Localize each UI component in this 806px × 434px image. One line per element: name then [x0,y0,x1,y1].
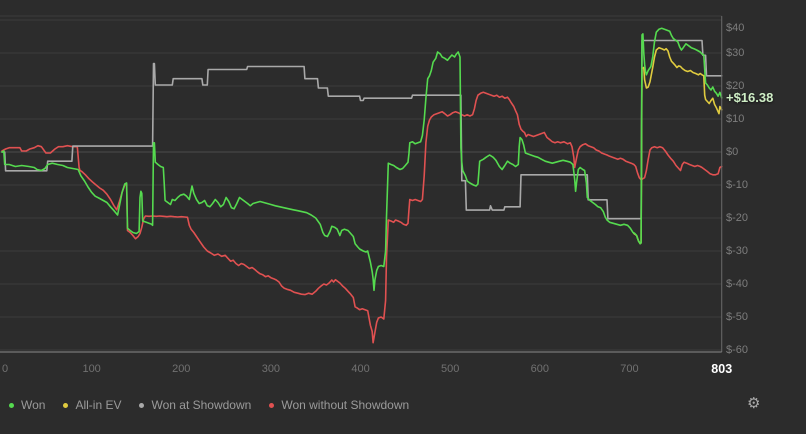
legend-label: Won without Showdown [281,398,410,412]
legend-item-won-without-showdown[interactable]: Won without Showdown [269,398,409,412]
y-tick-label: $40 [726,22,745,34]
y-tick-label: $-30 [726,245,749,257]
x-tick-label: 0 [1,363,9,375]
x-tick-label: 500 [440,363,460,375]
winnings-chart [0,15,723,353]
x-tick-label: 700 [620,363,639,375]
x-tick-label: 300 [261,363,281,375]
y-tick-label: $-50 [726,311,749,323]
legend-item-won[interactable]: Won [9,398,45,412]
settings-gear-icon[interactable]: ⚙ [747,395,761,412]
legend-label: Won [21,398,46,412]
legend-item-won-at-showdown[interactable]: Won at Showdown [139,398,251,412]
current-hand-count: 803 [711,362,733,376]
won-at-showdown-dot-icon [139,402,145,408]
y-tick-label: $30 [726,47,745,59]
y-tick-label: $-10 [726,179,749,191]
y-tick-label: $-40 [726,278,749,290]
current-value-label: +$16.38 [726,89,774,105]
all-in-ev-dot-icon [63,402,69,408]
won-dot-icon [9,402,14,408]
legend: Won All-in EV Won at Showdown Won without S… [9,398,409,412]
legend-item-all-in-ev[interactable]: All-in EV [63,398,121,412]
series-line-won [1,27,723,292]
won-without-showdown-dot-icon [269,402,275,408]
x-tick-label: 200 [172,363,191,375]
x-tick-label: 600 [530,363,549,375]
series-line-all-in-ev [633,46,723,245]
series-line-won-at-showdown [1,39,723,220]
y-tick-label: $0 [726,146,739,158]
x-tick-label: 100 [82,363,101,375]
legend-label: All-in EV [75,398,122,412]
y-tick-label: $-60 [726,344,749,356]
y-tick-label: $10 [726,113,745,125]
legend-label: Won at Showdown [151,398,252,412]
series-line-won-without-showdown [1,91,723,344]
y-tick-label: $-20 [726,212,749,224]
y-tick-label: $20 [726,80,745,92]
x-tick-label: 400 [351,363,370,375]
